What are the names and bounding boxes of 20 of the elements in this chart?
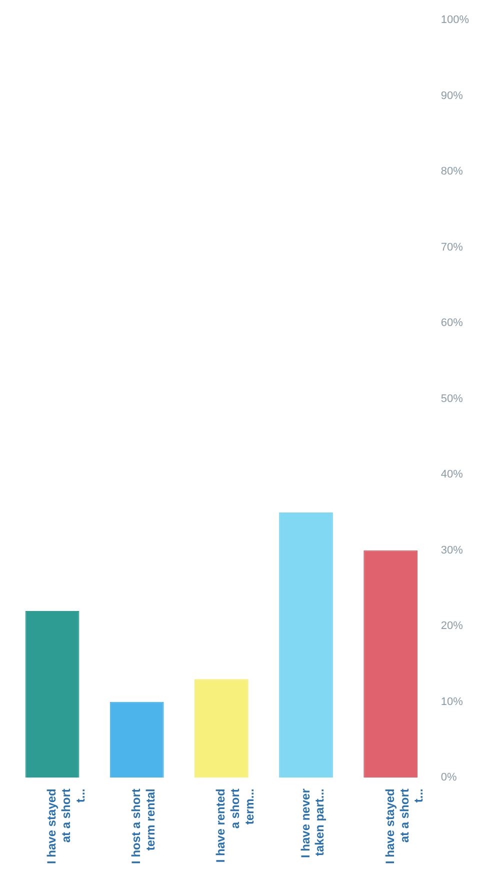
y-tick-label: 100% <box>440 14 470 26</box>
x-tick-label: I have never taken part... <box>298 788 327 858</box>
y-tick-label: 70% <box>440 241 464 254</box>
bar <box>110 702 164 778</box>
bar <box>279 512 333 778</box>
y-tick-label: 10% <box>440 696 464 708</box>
y-tick-label: 50% <box>440 392 464 405</box>
y-tick-label: 90% <box>440 90 464 102</box>
bar <box>25 610 80 778</box>
y-tick-label: 30% <box>440 544 464 556</box>
y-tick-label: 60% <box>440 317 464 330</box>
bar <box>194 679 248 778</box>
y-tick-label: 40% <box>440 468 464 481</box>
x-tick-label: I have rented a short term... <box>214 788 257 863</box>
bar <box>364 550 418 778</box>
y-tick-label: 80% <box>440 166 464 178</box>
y-tick-label: 20% <box>440 620 464 632</box>
x-tick-label: I have stayed at a short t... <box>44 788 88 864</box>
x-tick-label: I have stayed at a short t... <box>382 788 426 864</box>
y-tick-label: 0% <box>440 772 457 784</box>
